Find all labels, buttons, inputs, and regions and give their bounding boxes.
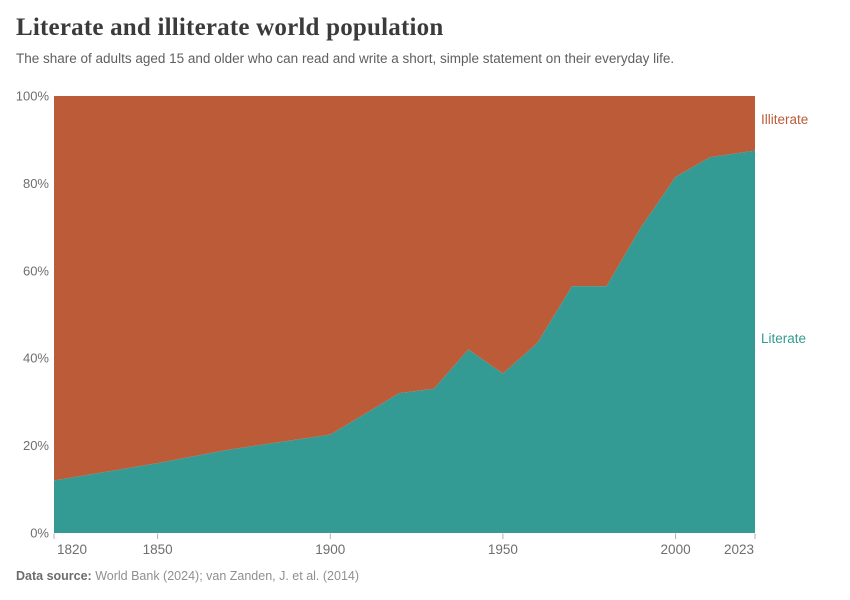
x-tick-label: 2000 [661, 542, 691, 557]
legend-label-illiterate: Illiterate [761, 112, 809, 127]
y-tick-label: 20% [23, 438, 49, 453]
page-title: Literate and illiterate world population [16, 14, 444, 41]
chart-subtitle: The share of adults aged 15 and older wh… [16, 51, 675, 66]
data-source-label: Data source: [16, 569, 92, 583]
area-literate[interactable] [54, 150, 755, 533]
legend-label-literate: Literate [761, 331, 807, 346]
data-source-line: Data source: World Bank (2024); van Zand… [16, 569, 359, 583]
x-tick-label: 2023 [724, 542, 754, 557]
x-tick-label: 1820 [57, 542, 87, 557]
legend-item-literate[interactable]: Literate [761, 331, 806, 346]
x-tick-label: 1850 [143, 542, 173, 557]
x-tick-label: 1900 [315, 542, 345, 557]
legend-item-illiterate[interactable]: Illiterate [761, 112, 808, 127]
y-tick-label: 60% [23, 263, 49, 278]
data-source-text: World Bank (2024); van Zanden, J. et al.… [91, 569, 360, 583]
y-tick-label: 80% [23, 176, 49, 191]
y-tick-label: 100% [16, 89, 50, 104]
y-tick-label: 0% [30, 526, 49, 541]
area-illiterate[interactable] [54, 96, 755, 481]
x-tick-label: 1950 [488, 542, 518, 557]
y-tick-label: 40% [23, 351, 49, 366]
